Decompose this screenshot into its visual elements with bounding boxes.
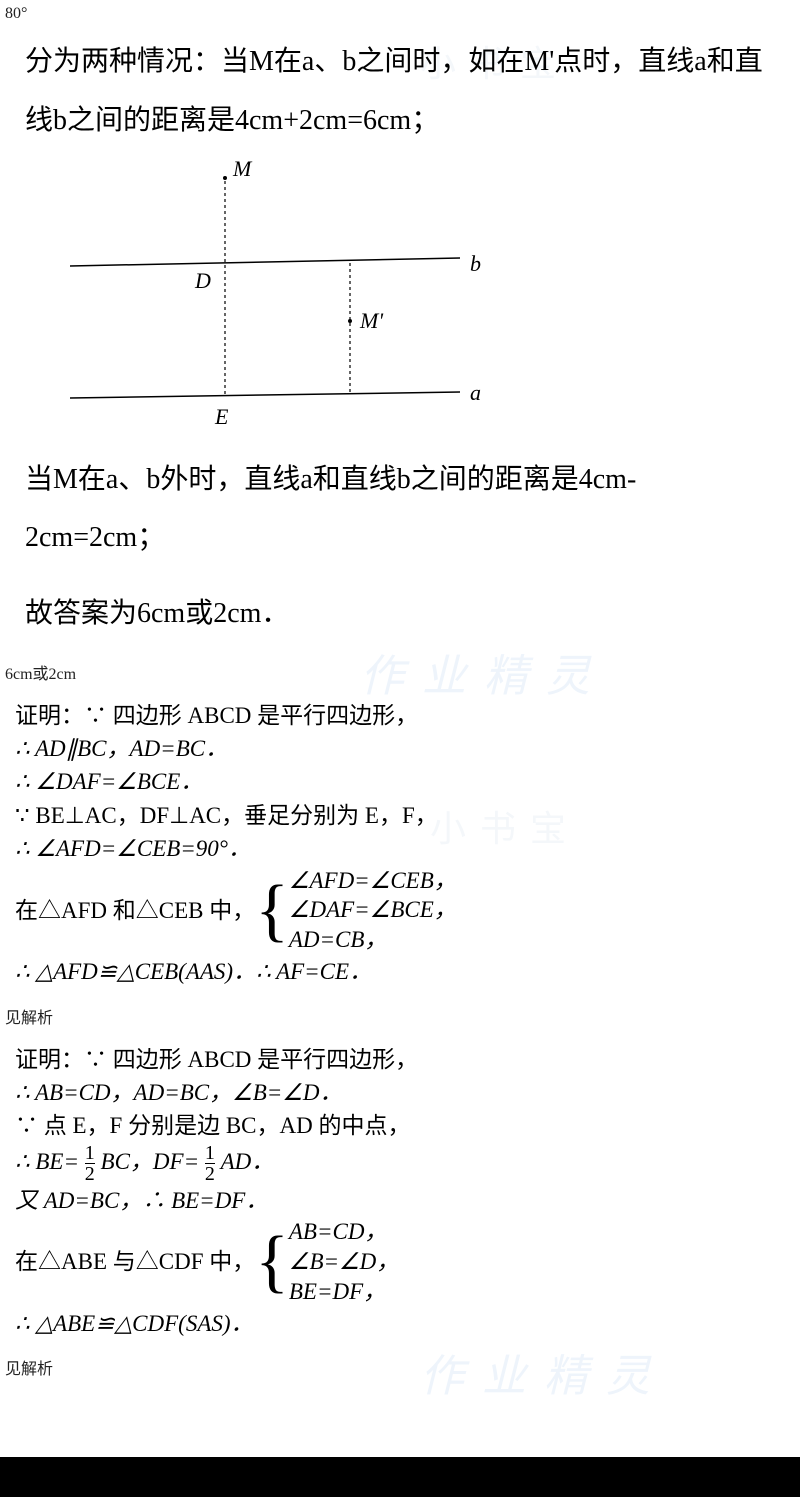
line-b: [70, 258, 460, 266]
proof1-line-4: ∵ BE⊥AC，DF⊥AC，垂足分别为 E，F，: [15, 799, 785, 832]
proof2-line-3: ∵ 点 E，F 分别是边 BC，AD 的中点，: [15, 1109, 785, 1142]
proof2-brace-line: 在△ABE 与△CDF 中， { AB=CD， ∠B=∠D， BE=DF，: [15, 1217, 785, 1307]
proof-2: 证明：∵ 四边形 ABCD 是平行四边形， ∴ AB=CD，AD=BC，∠B=∠…: [0, 1038, 800, 1345]
proof2-frac-line: ∴ BE= 12 BC，DF= 12 AD．: [15, 1143, 785, 1184]
footer-bar: [0, 1457, 800, 1497]
proof1-brace2: ∠DAF=∠BCE，: [289, 895, 457, 925]
label-D: D: [194, 268, 211, 293]
proof1-answer: 见解析: [0, 994, 800, 1038]
answer-small-1: 6cm或2cm: [0, 650, 800, 694]
answer-text: 故答案为6cm或2cm．: [0, 573, 800, 650]
label-a: a: [470, 380, 481, 405]
proof1-line-2: ∴ AD∥BC，AD=BC．: [15, 732, 785, 765]
proof2-brace2: ∠B=∠D，: [289, 1247, 399, 1277]
proof1-triangle-prefix: 在△AFD 和△CEB 中，: [15, 894, 255, 927]
proof2-answer: 见解析: [0, 1345, 800, 1389]
proof1-line-5: ∴ ∠AFD=∠CEB=90°．: [15, 832, 785, 865]
proof2-again: 又 AD=BC，∴ BE=DF．: [15, 1184, 785, 1217]
proof1-brace3: AD=CB，: [289, 925, 457, 955]
brace-left-icon-2: {: [255, 1230, 289, 1293]
proof2-brace3: BE=DF，: [289, 1277, 399, 1307]
case2-text: 当M在a、b外时，直线a和直线b之间的距离是4cm-2cm=2cm；: [0, 441, 800, 574]
label-E: E: [214, 404, 229, 429]
proof2-triangle-prefix: 在△ABE 与△CDF 中，: [15, 1245, 255, 1278]
fraction-half-2: 12: [205, 1143, 215, 1184]
proof1-congruent: ∴ △AFD≌△CEB(AAS)．∴ AF=CE．: [15, 955, 785, 988]
proof1-line-1: 证明：∵ 四边形 ABCD 是平行四边形，: [15, 699, 785, 732]
header-label: 80°: [0, 0, 800, 23]
frac-suffix: AD．: [221, 1148, 275, 1173]
frac-prefix: ∴ BE=: [15, 1148, 79, 1173]
proof-1: 证明：∵ 四边形 ABCD 是平行四边形， ∴ AD∥BC，AD=BC． ∴ ∠…: [0, 694, 800, 994]
point-M: [223, 176, 227, 180]
proof2-congruent: ∴ △ABE≌△CDF(SAS)．: [15, 1307, 785, 1340]
proof1-brace-line: 在△AFD 和△CEB 中， { ∠AFD=∠CEB， ∠DAF=∠BCE， A…: [15, 866, 785, 956]
label-M: M: [232, 156, 253, 181]
brace-left-icon: {: [255, 879, 289, 942]
label-b: b: [470, 251, 481, 276]
fraction-half-1: 12: [85, 1143, 95, 1184]
label-M-prime: M': [359, 308, 383, 333]
proof1-brace1: ∠AFD=∠CEB，: [289, 866, 457, 896]
proof2-brace1: AB=CD，: [289, 1217, 399, 1247]
proof2-line-1: 证明：∵ 四边形 ABCD 是平行四边形，: [15, 1043, 785, 1076]
proof2-line-2: ∴ AB=CD，AD=BC，∠B=∠D．: [15, 1076, 785, 1109]
intro-text: 分为两种情况：当M在a、b之间时，如在M'点时，直线a和直线b之间的距离是4cm…: [0, 23, 800, 156]
frac-mid: BC，DF=: [101, 1148, 200, 1173]
parallel-lines-diagram: b a M D E M': [20, 156, 540, 436]
proof1-line-3: ∴ ∠DAF=∠BCE．: [15, 765, 785, 798]
line-a: [70, 392, 460, 398]
